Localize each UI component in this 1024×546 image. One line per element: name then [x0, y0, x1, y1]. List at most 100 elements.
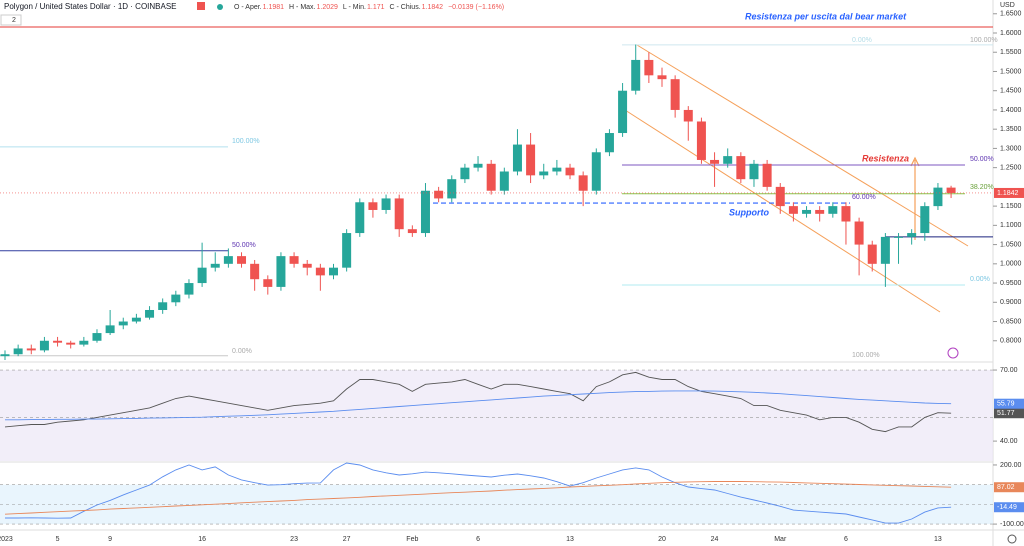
annotation: 50.00% [970, 156, 994, 163]
annotation: 60.00% [852, 194, 876, 201]
candle-body [894, 236, 904, 238]
value-tag [994, 502, 1024, 513]
candle-body [631, 59, 641, 91]
last-price-label: 1.1842 [997, 190, 1019, 197]
candle-body [907, 233, 917, 237]
y-tick-label: 1.3500 [1000, 126, 1022, 133]
candle-body [263, 279, 273, 287]
y-tick-label: 0.8500 [1000, 318, 1022, 325]
candle-body [92, 333, 102, 341]
candle-body [723, 156, 733, 164]
channel-top [636, 44, 969, 247]
candle-body [355, 202, 365, 234]
y-tick-label: 0.8000 [1000, 338, 1022, 345]
settings-icon[interactable] [1007, 534, 1017, 544]
rsi-band [0, 370, 993, 461]
candle-body [39, 340, 49, 351]
candle-body [342, 233, 352, 268]
candle-body [197, 267, 207, 284]
indicator-line [4, 481, 952, 515]
candle-body [118, 321, 128, 326]
candle-body [880, 236, 890, 264]
candle-body [933, 187, 943, 207]
candle-body [131, 317, 141, 322]
ohlc-label: L - Min. [343, 4, 366, 11]
candle-body [223, 256, 233, 264]
candle-body [13, 348, 23, 355]
candle-body [775, 186, 785, 207]
x-tick-label: 13 [566, 536, 574, 543]
chart-title: Polygon / United States Dollar · 1D · CO… [4, 2, 177, 11]
y-tick-label: 1.3000 [1000, 145, 1022, 152]
ohlc-label: H - Max. [289, 4, 316, 11]
x-tick-label: 5 [56, 536, 60, 543]
candle-body [250, 263, 260, 280]
candle-body [145, 309, 155, 318]
candle-body [329, 267, 338, 276]
x-tick-label: 16 [198, 536, 206, 543]
candle-body [79, 340, 89, 345]
flag-icon[interactable] [197, 2, 205, 10]
candle-body [539, 171, 549, 176]
candle-body [788, 206, 798, 214]
y-tick-label: 1.5500 [1000, 49, 1022, 56]
last-price-tag [994, 187, 1024, 198]
candle-body [618, 90, 628, 134]
candle-body [210, 263, 220, 268]
x-tick-label: 9 [108, 536, 112, 543]
y-tick-label: 1.6000 [1000, 30, 1022, 37]
candle-body [460, 167, 470, 180]
candle-body [867, 244, 877, 264]
channel-bottom [624, 109, 941, 313]
x-tick-label: Feb [406, 536, 418, 543]
annotation: 0.00% [970, 276, 990, 283]
candle-body [683, 109, 693, 122]
candle-body [512, 144, 522, 172]
candle-body [158, 302, 168, 310]
y-tick-label: 40.00 [1000, 438, 1018, 445]
candle-body [828, 206, 838, 214]
badge: 2 [12, 17, 16, 24]
candle-body [302, 263, 312, 268]
ohlc-value: 1.1981 [263, 4, 285, 11]
candle-body [0, 354, 10, 357]
event-icon[interactable] [947, 347, 959, 359]
annotation: Resistenza [862, 153, 909, 163]
x-tick-label: 24 [711, 536, 719, 543]
candle-body [53, 340, 63, 343]
candle-body [381, 198, 391, 210]
x-tick-label: 27 [343, 536, 351, 543]
y-tick-label: 1.4000 [1000, 107, 1022, 114]
annotation: 50.00% [232, 242, 256, 249]
y-tick-label: -100.00 [1000, 521, 1024, 528]
x-tick-label: 23 [290, 536, 298, 543]
ohlc-value: 1.2029 [317, 4, 339, 11]
candle-body [526, 144, 536, 176]
indicator-badge[interactable] [0, 14, 22, 26]
candle-body [407, 229, 417, 234]
annotation: 38.20% [970, 184, 994, 191]
annotation: Resistenza per uscita dal bear market [745, 11, 907, 21]
x-tick-label: 6 [476, 536, 480, 543]
candle-body [184, 283, 194, 295]
value-tag-label: 87.02 [997, 484, 1015, 491]
annotation: 0.00% [232, 348, 252, 355]
candle-body [26, 348, 36, 351]
candle-body [920, 206, 930, 234]
candle-body [276, 256, 286, 287]
ohlc-value: 1.171 [367, 4, 385, 11]
y-tick-label: 1.0000 [1000, 261, 1022, 268]
candle-body [434, 190, 444, 199]
candle-body [447, 179, 457, 199]
indicator-line [5, 390, 952, 421]
cci-band [0, 484, 993, 525]
annotation: 0.00% [852, 37, 872, 44]
y-tick-label: 1.6500 [1000, 11, 1022, 18]
candle-body [66, 342, 76, 345]
candle-body [420, 190, 430, 234]
value-tag-label: 51.77 [997, 410, 1015, 417]
x-tick-label: Mar [774, 536, 787, 543]
value-tag [994, 482, 1024, 493]
